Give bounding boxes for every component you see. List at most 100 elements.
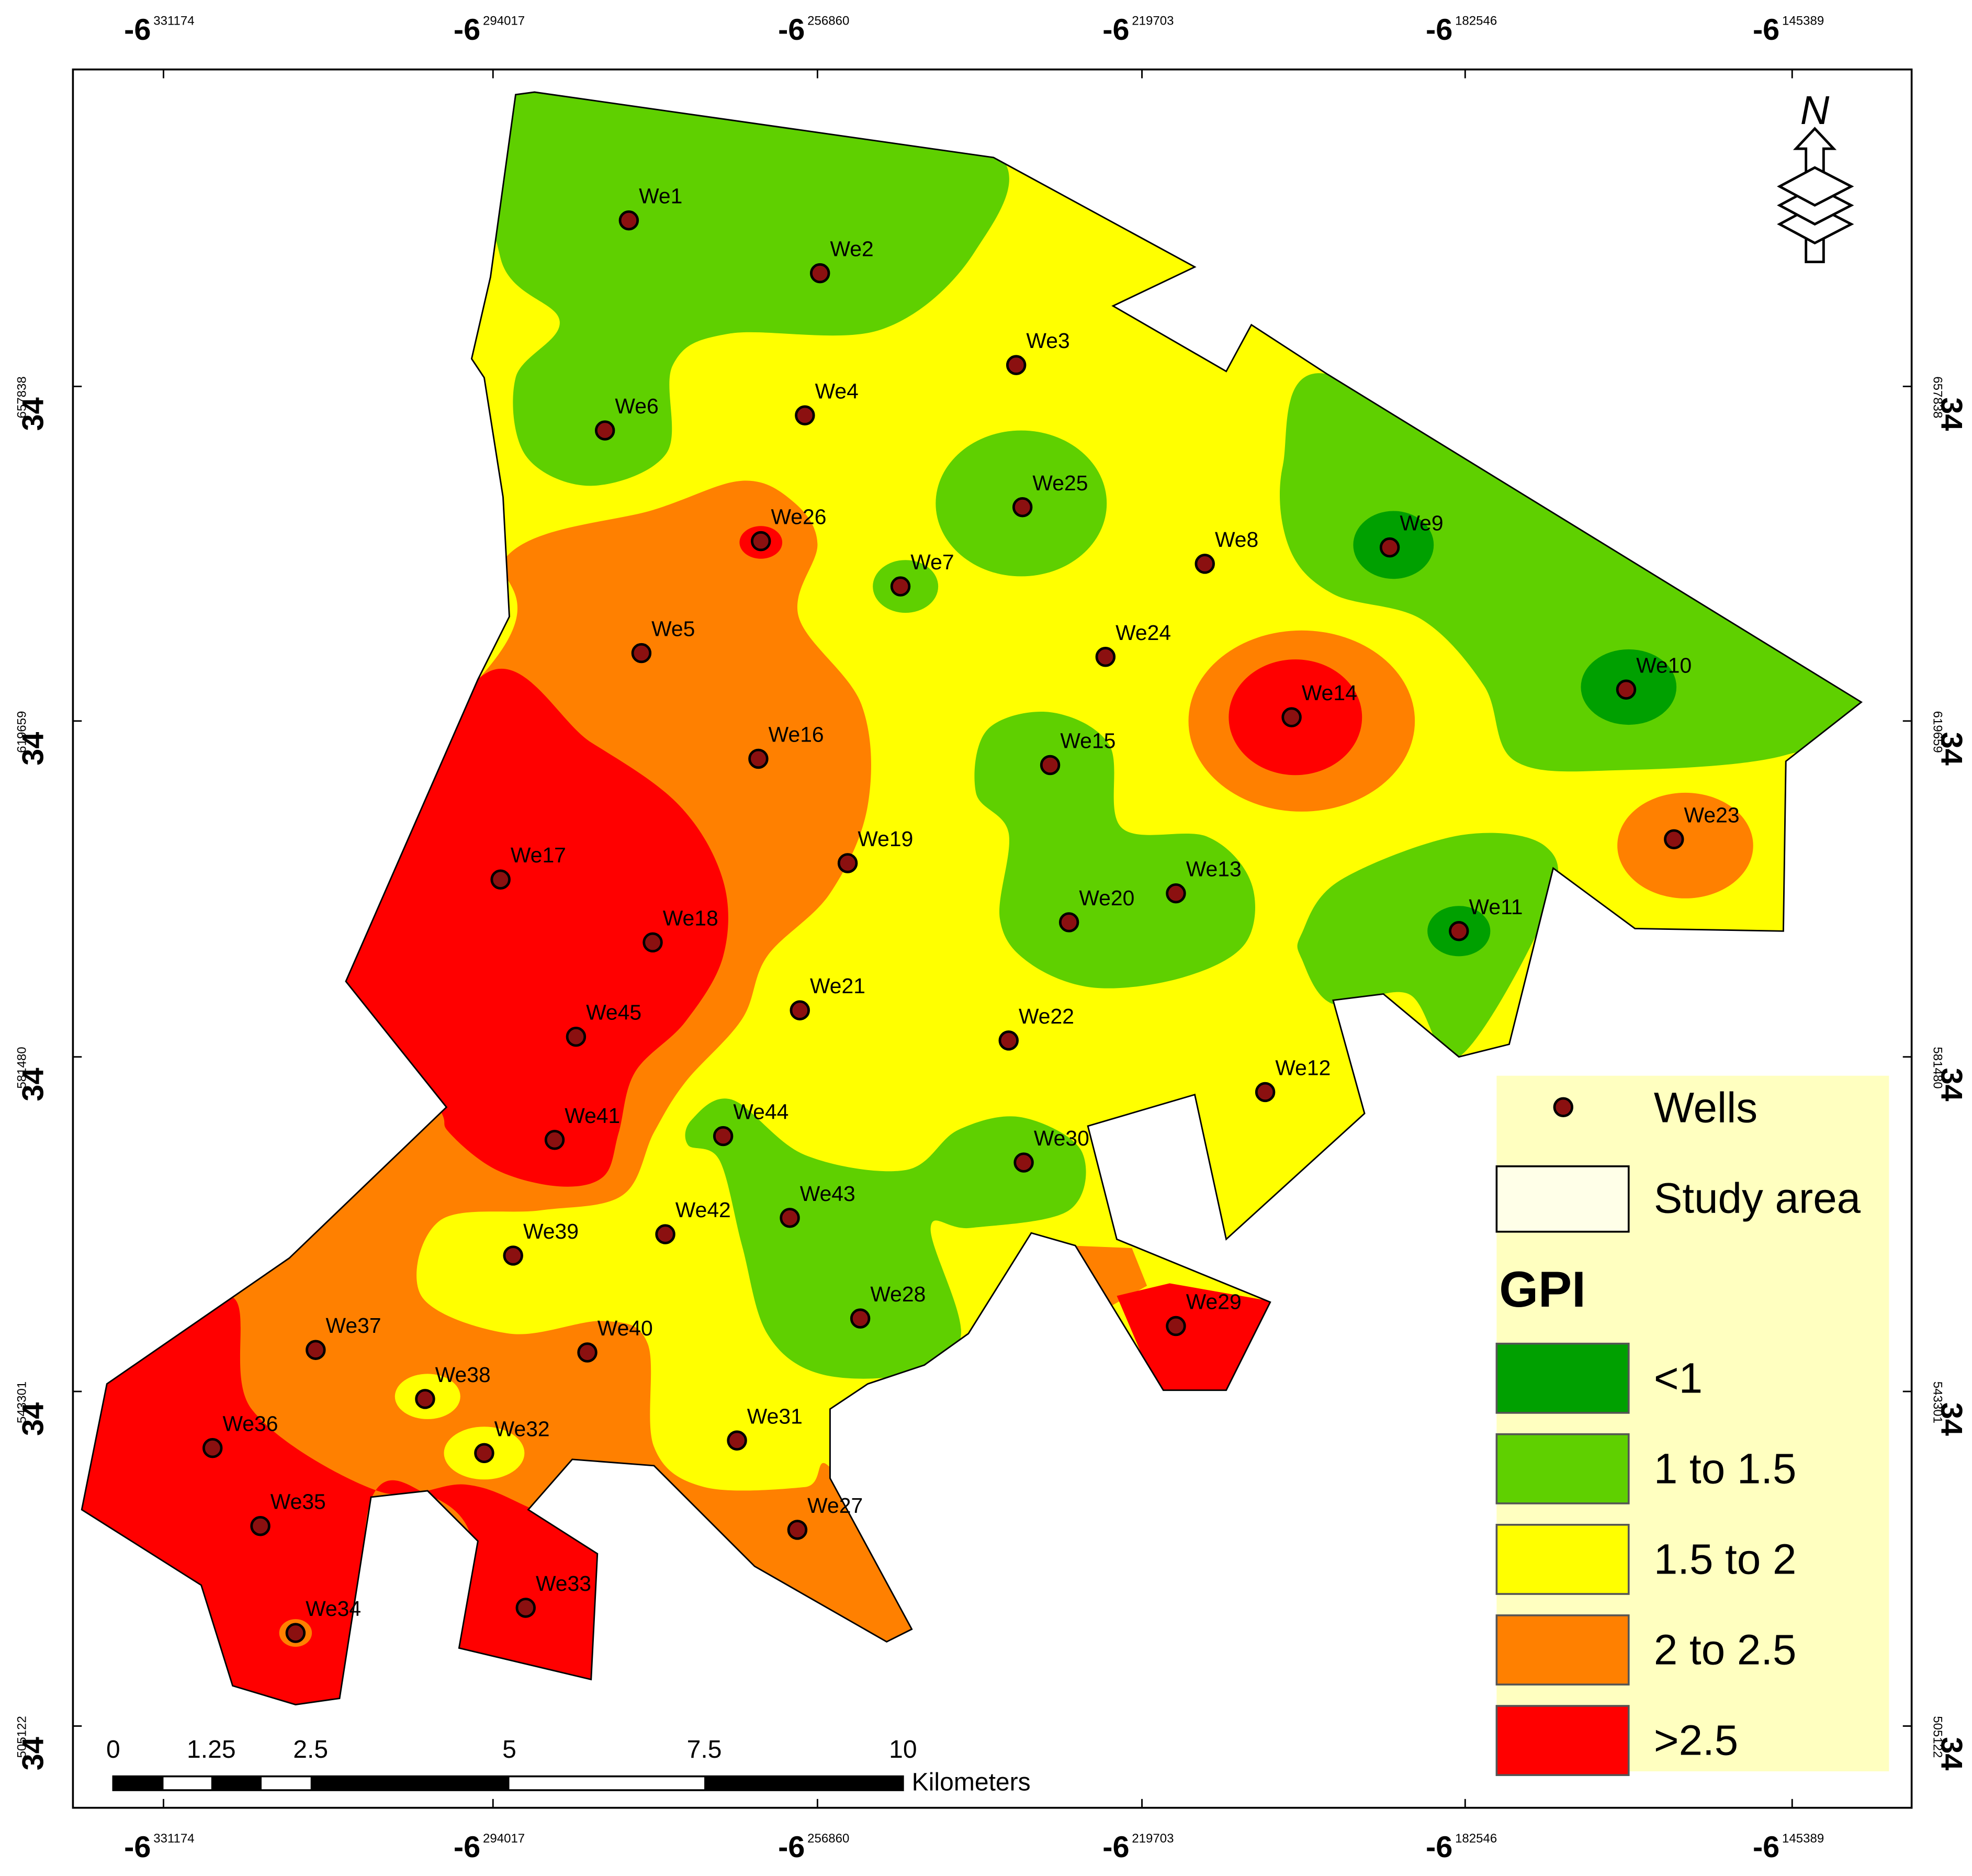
well — [566, 1026, 587, 1047]
zone — [1069, 1245, 1147, 1309]
well-label: We34 — [306, 1597, 361, 1621]
well-label: We14 — [1302, 681, 1357, 705]
scale-label: 0 — [106, 1735, 120, 1763]
well-label: We12 — [1275, 1055, 1331, 1080]
legend-swatch — [1495, 1342, 1630, 1414]
well — [787, 1520, 808, 1540]
gpi-zones — [82, 92, 1862, 1705]
legend-swatch — [1495, 1614, 1630, 1686]
legend-swatch — [1495, 1524, 1630, 1595]
well-label: We40 — [598, 1316, 653, 1340]
coordinate-degree: 34 — [1934, 1402, 1968, 1436]
legend-title: GPI — [1499, 1262, 1586, 1318]
well — [577, 1342, 598, 1363]
coordinate-degree: 34 — [17, 397, 50, 431]
coordinate-degree: 34 — [1934, 397, 1968, 431]
well-label: We29 — [1186, 1290, 1242, 1314]
well — [594, 420, 615, 441]
well — [515, 1598, 536, 1618]
well-label: We43 — [800, 1182, 855, 1206]
well-label: We19 — [858, 827, 913, 851]
legend-label: <1 — [1654, 1354, 1703, 1402]
coordinate-degree: -6 — [1102, 1830, 1129, 1864]
scale-label: 7.5 — [687, 1735, 722, 1763]
coordinate-minutes: 581480 — [15, 1047, 29, 1088]
well — [1040, 755, 1061, 776]
coordinate-minutes: 505122 — [1930, 1716, 1944, 1758]
coordinate-minutes: 294017 — [483, 14, 525, 28]
legend: Wells Study area GPI <1 1 to 1.5 1.5 to 2 2… — [1495, 1075, 1889, 1776]
well — [631, 643, 652, 664]
well-label: We28 — [870, 1282, 926, 1306]
well — [790, 1000, 810, 1020]
well-label: We44 — [733, 1100, 788, 1124]
coordinate-degree: -6 — [1102, 13, 1129, 47]
well — [250, 1515, 271, 1536]
well — [837, 853, 858, 873]
well-label: We9 — [1400, 511, 1443, 535]
well — [202, 1437, 223, 1458]
well-label: We23 — [1684, 803, 1740, 827]
coordinate-degree: -6 — [1426, 13, 1452, 47]
well — [809, 263, 830, 284]
well-label: We37 — [326, 1313, 381, 1338]
well-label: We39 — [523, 1219, 579, 1243]
well — [713, 1126, 734, 1147]
north-label: N — [1800, 88, 1830, 133]
well-label: We2 — [830, 237, 873, 261]
scale-label: 10 — [889, 1735, 917, 1763]
well-label: We36 — [222, 1412, 278, 1436]
well — [850, 1308, 871, 1329]
zone — [481, 92, 1009, 486]
well — [415, 1389, 435, 1409]
well — [727, 1430, 747, 1451]
coordinate-minutes: 219703 — [1132, 1832, 1174, 1846]
well-label: We20 — [1079, 886, 1134, 910]
well-label: We8 — [1215, 527, 1258, 552]
coordinate-minutes: 543301 — [15, 1381, 29, 1423]
legend-well-symbol — [1553, 1097, 1574, 1118]
well — [1664, 829, 1684, 850]
scale-segment — [211, 1776, 262, 1791]
coordinate-minutes: 543301 — [1930, 1381, 1944, 1423]
legend-study-area-symbol — [1495, 1165, 1630, 1233]
coordinate-minutes: 182546 — [1455, 14, 1497, 28]
coordinate-minutes: 182546 — [1455, 1832, 1497, 1846]
coordinate-minutes: 505122 — [15, 1716, 29, 1758]
coordinate-degree: -6 — [124, 1830, 151, 1864]
well — [748, 748, 769, 769]
well — [1013, 1152, 1034, 1173]
well — [1616, 679, 1637, 700]
well-label: We11 — [1469, 895, 1523, 919]
well — [544, 1130, 565, 1150]
well-label: We15 — [1060, 729, 1115, 753]
coordinate-minutes: 294017 — [483, 1832, 525, 1846]
well — [1166, 1316, 1186, 1336]
well — [795, 405, 815, 425]
zone — [339, 668, 728, 1187]
zone — [685, 1098, 1086, 1379]
legend-label: 1.5 to 2 — [1654, 1536, 1797, 1583]
scale-segment — [704, 1776, 903, 1791]
well-label: We31 — [747, 1404, 803, 1428]
coordinate-minutes: 331174 — [153, 1832, 194, 1846]
coordinate-degree: -6 — [454, 13, 480, 47]
coordinate-minutes: 256860 — [807, 1832, 849, 1846]
well — [1449, 921, 1469, 941]
well — [1379, 537, 1400, 558]
scale-label: 5 — [502, 1735, 516, 1763]
well — [474, 1443, 494, 1464]
well — [890, 576, 911, 597]
well-label: We6 — [615, 394, 658, 418]
well — [490, 869, 511, 890]
well — [1012, 497, 1033, 518]
scale-label: 1.25 — [187, 1735, 236, 1763]
well-label: We16 — [769, 723, 824, 747]
coordinate-degree: -6 — [1426, 1830, 1452, 1864]
legend-label: >2.5 — [1654, 1717, 1738, 1765]
well-label: We33 — [536, 1571, 591, 1596]
coordinate-minutes: 657838 — [1930, 376, 1944, 418]
legend-swatch — [1495, 1433, 1630, 1504]
